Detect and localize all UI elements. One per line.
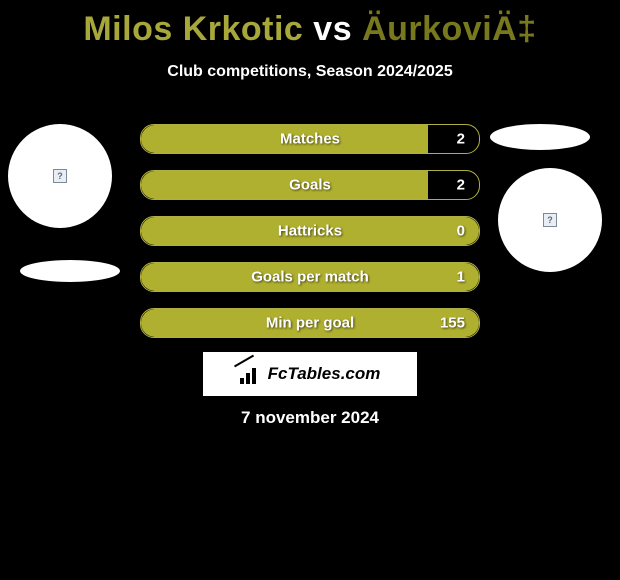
stat-row-min-per-goal: Min per goal 155 — [140, 308, 480, 338]
stat-value: 0 — [457, 223, 465, 240]
placeholder-image-icon — [543, 213, 557, 227]
stat-row-goals-per-match: Goals per match 1 — [140, 262, 480, 292]
stat-value: 1 — [457, 269, 465, 286]
stat-label: Goals — [141, 177, 479, 194]
player2-shadow — [490, 124, 590, 150]
player1-portrait — [8, 124, 112, 228]
stat-row-matches: Matches 2 — [140, 124, 480, 154]
brand-box: FcTables.com — [203, 352, 417, 396]
stat-value: 2 — [457, 131, 465, 148]
player1-shadow — [20, 260, 120, 282]
player1-name: Milos Krkotic — [83, 10, 303, 48]
player2-portrait — [498, 168, 602, 272]
stat-row-hattricks: Hattricks 0 — [140, 216, 480, 246]
brand-text: FcTables.com — [268, 364, 381, 384]
footer-date: 7 november 2024 — [0, 408, 620, 428]
stats-container: Matches 2 Goals 2 Hattricks 0 Goals per … — [140, 124, 480, 354]
vs-separator: vs — [313, 10, 352, 48]
bar-chart-icon — [240, 364, 262, 384]
placeholder-image-icon — [53, 169, 67, 183]
stat-value: 155 — [440, 315, 465, 332]
stat-label: Goals per match — [141, 269, 479, 286]
stat-label: Min per goal — [141, 315, 479, 332]
player2-name: ÄurkoviÄ‡ — [362, 10, 537, 48]
stat-value: 2 — [457, 177, 465, 194]
subtitle: Club competitions, Season 2024/2025 — [0, 63, 620, 81]
comparison-title: Milos Krkotic vs ÄurkoviÄ‡ — [0, 0, 620, 49]
stat-label: Hattricks — [141, 223, 479, 240]
stat-row-goals: Goals 2 — [140, 170, 480, 200]
stat-label: Matches — [141, 131, 479, 148]
